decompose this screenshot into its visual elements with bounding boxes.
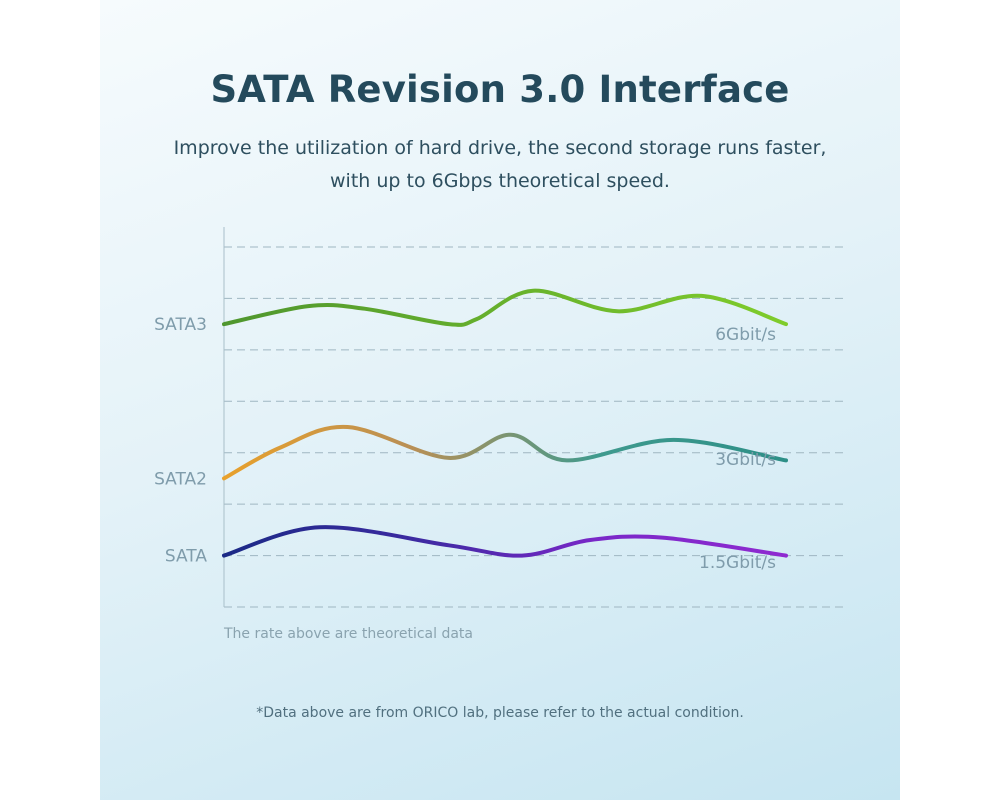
background-panel [100, 0, 900, 800]
rate-label-sata2: 3Gbit/s [715, 450, 776, 470]
rate-label-sata: 1.5Gbit/s [699, 553, 776, 573]
subtitle-line-2: with up to 6Gbps theoretical speed. [330, 170, 670, 192]
series-label-sata2: SATA2 [154, 469, 207, 489]
chart-note: The rate above are theoretical data [224, 626, 473, 642]
series-lines [222, 288, 788, 558]
series-line-sata3 [222, 288, 788, 327]
series-line-sata [222, 525, 788, 558]
page-title: SATA Revision 3.0 Interface [210, 68, 790, 111]
grid-lines [224, 246, 848, 608]
rate-label-sata3: 6Gbit/s [715, 325, 776, 345]
series-label-sata: SATA [165, 547, 207, 567]
series-label-sata3: SATA3 [154, 315, 207, 335]
footnote: *Data above are from ORICO lab, please r… [256, 705, 744, 721]
subtitle-line-1: Improve the utilization of hard drive, t… [173, 137, 827, 159]
series-line-sata2 [222, 424, 788, 481]
chart-labels: SATA3 SATA2 SATA 6Gbit/s 3Gbit/s 1.5Gbit/s [154, 315, 776, 573]
